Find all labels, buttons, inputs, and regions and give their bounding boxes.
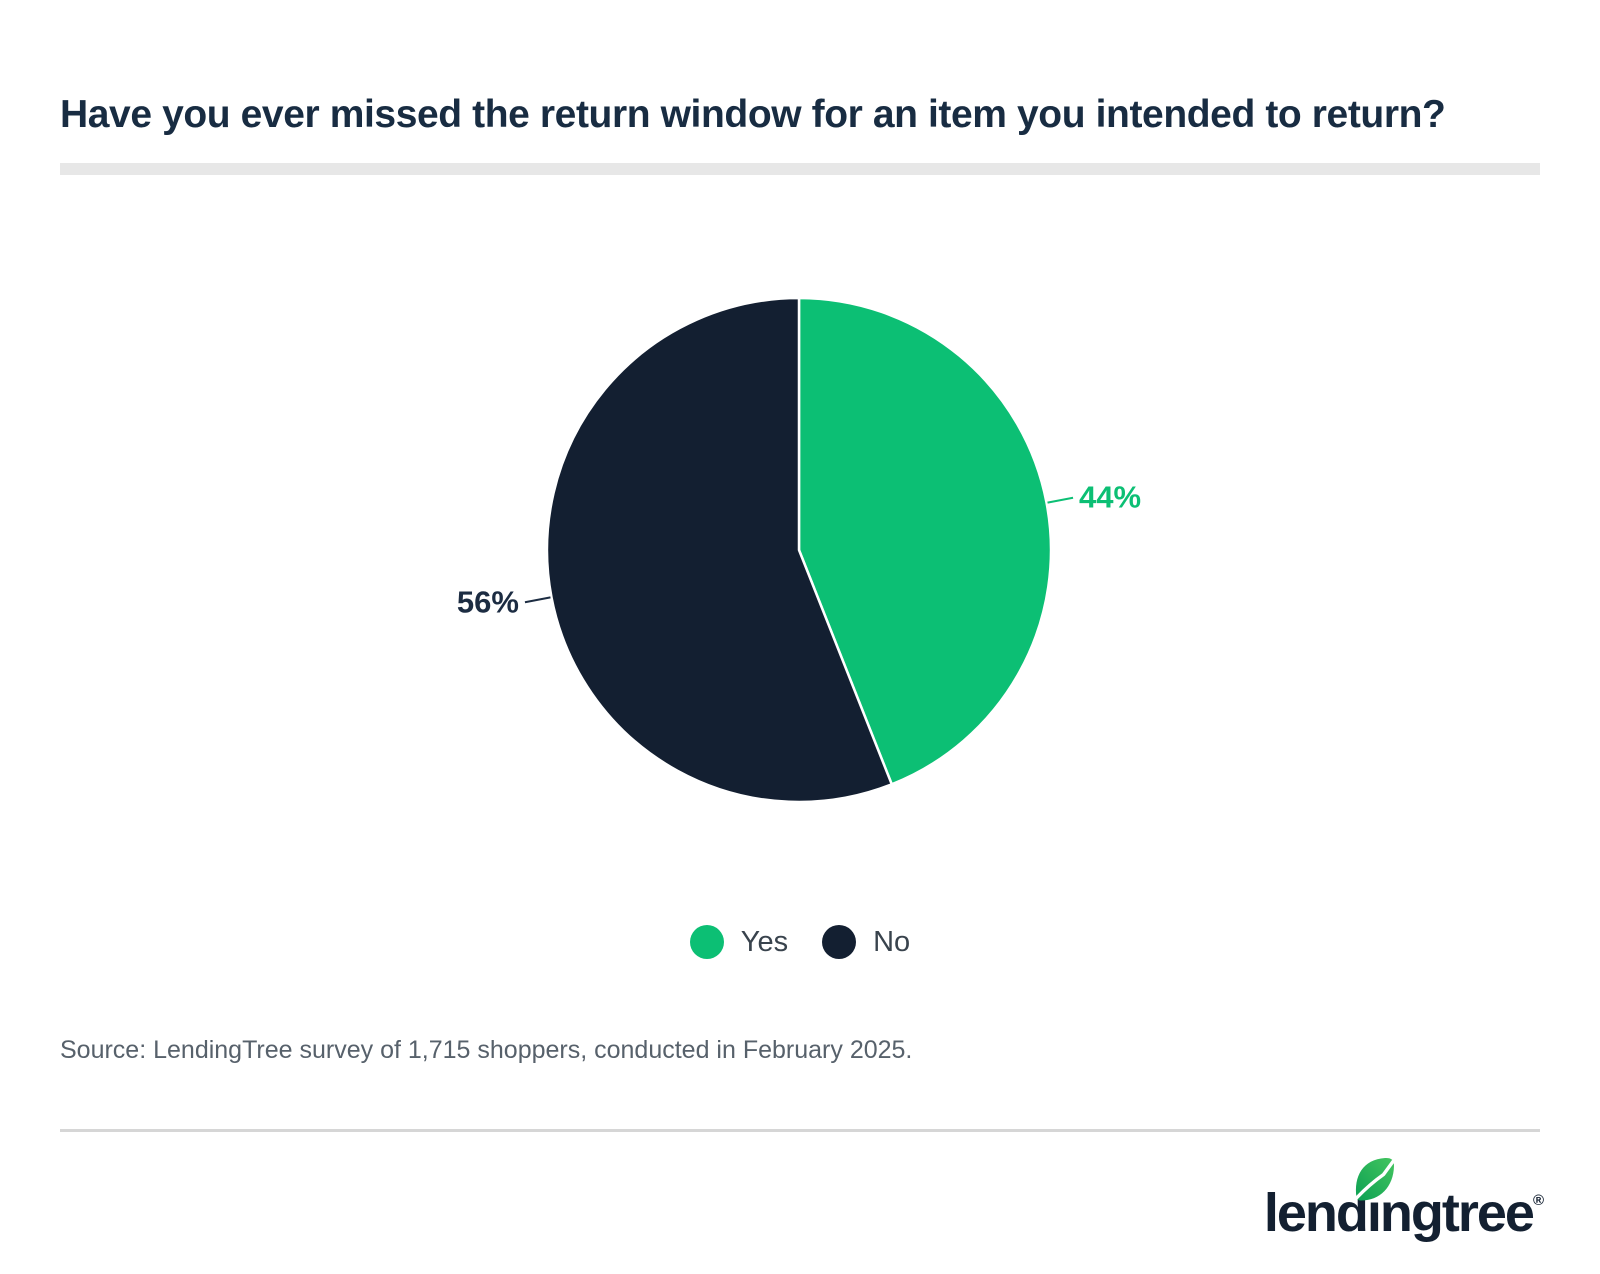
legend-label-yes: Yes bbox=[740, 925, 789, 958]
legend-dot-yes-icon bbox=[689, 925, 724, 959]
legend-dot-no-icon bbox=[822, 925, 857, 959]
chart-title: Have you ever missed the return window f… bbox=[60, 93, 1446, 136]
title-underline-bar bbox=[60, 163, 1540, 175]
legend-item-yes[interactable]: Yes bbox=[689, 925, 789, 959]
footer-divider bbox=[60, 1129, 1540, 1132]
logo-text: lendıngtree bbox=[1263, 1183, 1535, 1243]
pie-label-leader-line-yes bbox=[1047, 496, 1074, 504]
pie-data-label-yes: 44% bbox=[1079, 480, 1141, 515]
lendingtree-logo: lendıngtree® bbox=[1264, 1156, 1544, 1240]
pie-chart: 44% 56% bbox=[380, 270, 1220, 830]
source-note: Source: LendingTree survey of 1,715 shop… bbox=[60, 1036, 913, 1064]
lendingtree-logo-inner: lendıngtree® bbox=[1264, 1156, 1544, 1240]
legend-label-no: No bbox=[873, 925, 911, 958]
pie-label-leader-line-no bbox=[524, 596, 551, 604]
pie-chart-svg: 44% 56% bbox=[457, 296, 1141, 804]
chart-legend: Yes No bbox=[0, 925, 1600, 959]
registered-trademark: ® bbox=[1532, 1192, 1544, 1209]
leaf-icon bbox=[1354, 1157, 1395, 1201]
pie-slice-yes[interactable] bbox=[797, 296, 1053, 786]
pie-slice-no[interactable] bbox=[545, 296, 894, 804]
pie-data-label-no: 56% bbox=[457, 584, 519, 619]
legend-item-no[interactable]: No bbox=[822, 925, 910, 959]
